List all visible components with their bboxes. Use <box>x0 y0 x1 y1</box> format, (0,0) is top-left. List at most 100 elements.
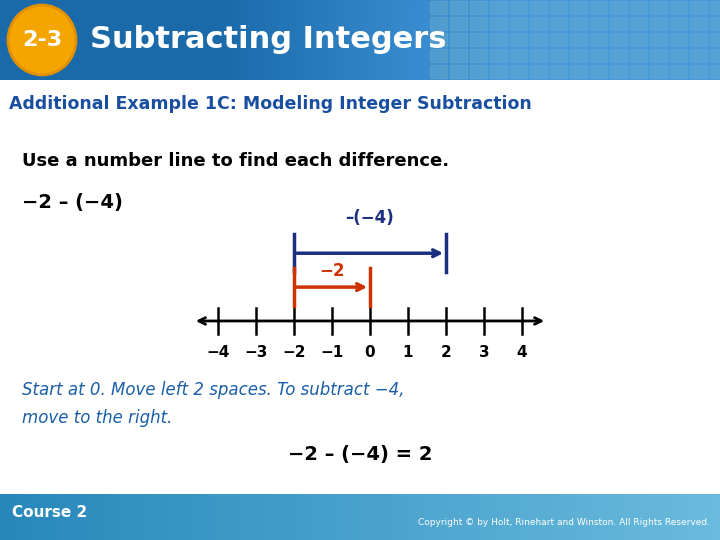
Bar <box>63 0 64 80</box>
Bar <box>550 1 567 14</box>
Bar <box>144 494 145 540</box>
Bar <box>539 0 540 80</box>
Bar <box>376 0 377 80</box>
Bar <box>95 494 96 540</box>
Bar <box>193 0 194 80</box>
Bar <box>111 0 112 80</box>
Bar <box>172 494 173 540</box>
Bar <box>310 0 311 80</box>
Bar <box>654 0 655 80</box>
Bar <box>40 0 41 80</box>
Bar <box>232 494 233 540</box>
Bar <box>35 494 36 540</box>
Bar <box>157 0 158 80</box>
Bar <box>530 33 547 46</box>
Bar <box>693 494 694 540</box>
Bar <box>430 494 431 540</box>
Bar <box>516 494 517 540</box>
Bar <box>19 494 20 540</box>
Bar <box>489 0 490 80</box>
Bar <box>266 494 267 540</box>
Bar <box>300 0 301 80</box>
Bar <box>65 0 66 80</box>
Bar <box>97 494 98 540</box>
Bar <box>17 0 18 80</box>
Bar <box>213 0 214 80</box>
Bar <box>350 0 351 80</box>
Bar <box>701 494 702 540</box>
Bar <box>466 494 467 540</box>
Bar <box>631 0 632 80</box>
Bar <box>550 33 567 46</box>
Bar <box>361 494 362 540</box>
Bar <box>541 0 542 80</box>
Bar <box>360 0 361 80</box>
Bar <box>175 494 176 540</box>
Bar <box>596 0 597 80</box>
Bar <box>335 494 336 540</box>
Bar <box>365 494 366 540</box>
Bar <box>217 0 218 80</box>
Bar <box>631 494 632 540</box>
Bar <box>430 65 447 78</box>
Bar <box>419 494 420 540</box>
Bar <box>481 0 482 80</box>
Bar <box>28 494 29 540</box>
Bar <box>115 494 116 540</box>
Bar <box>621 0 622 80</box>
Bar <box>505 0 506 80</box>
Bar <box>441 0 442 80</box>
Bar <box>268 494 269 540</box>
Bar <box>147 0 148 80</box>
Bar <box>380 494 381 540</box>
Bar <box>400 0 401 80</box>
Bar <box>487 494 488 540</box>
Bar <box>243 0 244 80</box>
Bar <box>544 0 545 80</box>
Bar <box>349 0 350 80</box>
Bar <box>466 0 467 80</box>
Bar <box>447 494 448 540</box>
Bar <box>688 0 689 80</box>
Bar <box>134 0 135 80</box>
Bar <box>588 494 589 540</box>
Bar <box>57 0 58 80</box>
Bar <box>434 0 435 80</box>
Bar <box>413 494 414 540</box>
Bar <box>432 494 433 540</box>
Bar <box>11 494 12 540</box>
Bar <box>114 494 115 540</box>
Bar <box>490 49 507 62</box>
Bar <box>401 0 402 80</box>
Bar <box>474 0 475 80</box>
Bar <box>231 0 232 80</box>
Bar <box>292 0 293 80</box>
Bar <box>238 0 239 80</box>
Bar <box>289 494 290 540</box>
Bar <box>461 494 462 540</box>
Bar <box>208 0 209 80</box>
Bar <box>650 33 667 46</box>
Bar <box>180 0 181 80</box>
Bar <box>480 0 481 80</box>
Bar <box>14 0 15 80</box>
Bar <box>495 494 496 540</box>
Bar <box>386 494 387 540</box>
Bar <box>23 494 24 540</box>
Bar <box>647 494 648 540</box>
Bar <box>265 0 266 80</box>
Bar <box>81 0 82 80</box>
Text: Start at 0. Move left 2 spaces. To subtract −4,
move to the right.: Start at 0. Move left 2 spaces. To subtr… <box>22 381 405 427</box>
Bar <box>312 494 313 540</box>
Bar <box>131 494 132 540</box>
Bar <box>18 494 19 540</box>
Bar <box>1 0 2 80</box>
Bar <box>52 0 53 80</box>
Bar <box>153 0 154 80</box>
Bar <box>405 0 406 80</box>
Bar <box>92 0 93 80</box>
Bar <box>33 494 34 540</box>
Bar <box>683 494 684 540</box>
Bar <box>195 494 196 540</box>
Bar <box>653 494 654 540</box>
